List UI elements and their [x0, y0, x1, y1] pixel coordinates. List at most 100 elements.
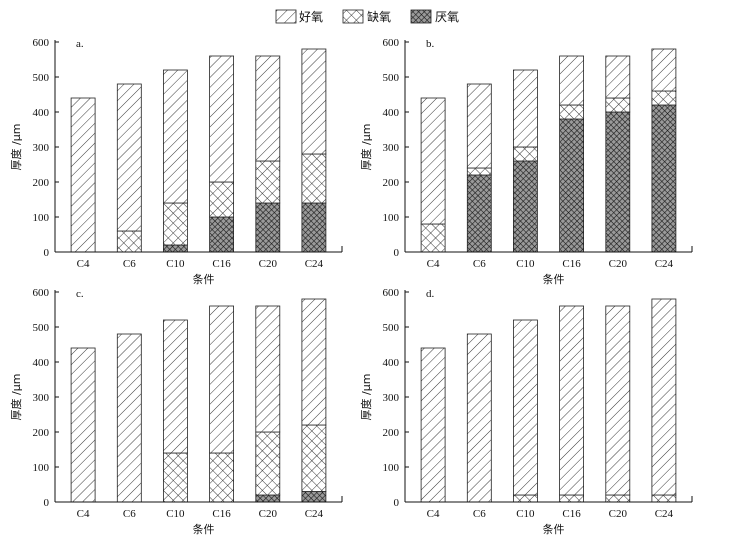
chart-panel-2: C4 C6 C10 C16 C20 C24 0 100 200 300 400 500 600 b. 条件 厚…	[359, 37, 693, 286]
y-tick-label: 400	[33, 357, 50, 369]
y-tick-label: 400	[33, 107, 50, 119]
bar-anaerobic-c24	[301, 202, 327, 253]
y-tick-label: 0	[394, 247, 400, 259]
x-tick-label: C16	[562, 508, 581, 520]
x-tick-label: C10	[166, 508, 185, 520]
y-tick-label: 200	[383, 177, 400, 189]
y-tick-label: 500	[33, 322, 50, 334]
bar-anoxic-c20	[605, 494, 631, 503]
y-tick-label: 200	[33, 177, 50, 189]
bar-anaerobic-c16	[209, 216, 235, 253]
bar-aerobic-c4	[420, 347, 446, 503]
bar-anoxic-c4	[420, 223, 446, 253]
x-tick-label: C4	[427, 508, 440, 520]
y-tick-label: 600	[383, 37, 400, 49]
x-tick-label: C24	[655, 508, 674, 520]
x-tick-label: C4	[77, 508, 90, 520]
x-tick-label: C16	[212, 508, 231, 520]
y-tick-label: 100	[383, 212, 400, 224]
y-axis-title: 厚度 /μm	[9, 124, 23, 171]
bar-aerobic-c6	[466, 333, 492, 503]
bar-anoxic-c10	[162, 202, 188, 246]
bar-aerobic-c16	[559, 305, 584, 496]
y-tick-label: 500	[33, 72, 50, 84]
bar-aerobic-c24	[651, 298, 677, 496]
legend-swatch-anoxic	[342, 9, 364, 24]
legend-label-aerobic: 好氧	[299, 10, 323, 24]
bar-anaerobic-c16	[559, 118, 584, 253]
bar-anoxic-c24	[301, 424, 327, 492]
x-tick-label: C10	[516, 508, 535, 520]
y-tick-label: 100	[33, 212, 50, 224]
bar-anoxic-c6	[466, 167, 492, 176]
legend: 好氧 缺氧 厌氧	[275, 9, 459, 24]
bar-aerobic-c6	[466, 83, 492, 169]
legend-swatch-anaerobic	[410, 9, 432, 24]
bar-aerobic-c16	[559, 55, 584, 106]
y-tick-label: 200	[33, 427, 50, 439]
bar-anaerobic-c10	[162, 244, 188, 253]
chart-panel-4: C4 C6 C10 C16 C20 C24 0 100 200 300 400 500 600 d. 条件 厚…	[359, 287, 693, 536]
y-tick-label: 400	[383, 107, 400, 119]
bar-anoxic-c10	[513, 146, 538, 162]
y-tick-label: 100	[33, 462, 50, 474]
y-tick-label: 0	[44, 247, 50, 259]
bar-anoxic-c16	[559, 104, 584, 120]
bar-aerobic-c24	[301, 48, 327, 155]
x-tick-label: C24	[305, 508, 324, 520]
bar-anaerobic-c20	[255, 494, 281, 503]
bar-aerobic-c10	[162, 319, 188, 454]
chart-panel-3: C4 C6 C10 C16 C20 C24 0 100 200 300 400 500 600 c. 条件 厚…	[9, 287, 343, 536]
y-tick-label: 300	[383, 392, 400, 404]
x-tick-label: C20	[609, 258, 628, 270]
bar-anoxic-c20	[255, 431, 281, 496]
y-tick-label: 300	[33, 392, 50, 404]
x-axis-title: 条件	[543, 522, 565, 536]
bar-aerobic-c16	[209, 305, 235, 454]
y-axis-title: 厚度 /μm	[359, 124, 373, 171]
bar-aerobic-c4	[420, 97, 446, 225]
x-tick-label: C20	[259, 508, 278, 520]
y-tick-label: 0	[44, 497, 50, 509]
bar-aerobic-c16	[209, 55, 235, 183]
bar-anaerobic-c24	[301, 491, 327, 503]
bar-aerobic-c6	[116, 333, 142, 503]
y-tick-label: 400	[383, 357, 400, 369]
bar-aerobic-c10	[513, 69, 538, 148]
y-tick-label: 500	[383, 322, 400, 334]
x-tick-label: C6	[473, 508, 486, 520]
y-tick-label: 500	[383, 72, 400, 84]
bar-aerobic-c10	[513, 319, 538, 496]
legend-swatch-aerobic	[275, 9, 297, 24]
legend-item-aerobic: 好氧	[275, 9, 323, 24]
bar-aerobic-c4	[70, 97, 96, 253]
y-tick-label: 600	[33, 37, 50, 49]
x-tick-label: C6	[473, 258, 486, 270]
bar-aerobic-c4	[70, 347, 96, 503]
bar-anoxic-c20	[255, 160, 281, 204]
x-tick-label: C4	[77, 258, 90, 270]
legend-item-anaerobic: 厌氧	[410, 9, 459, 24]
legend-item-anoxic: 缺氧	[342, 9, 391, 24]
x-tick-label: C4	[427, 258, 440, 270]
bar-anaerobic-c6	[466, 174, 492, 253]
legend-label-anaerobic: 厌氧	[435, 10, 459, 24]
panel-label: b.	[426, 38, 435, 50]
y-tick-label: 200	[383, 427, 400, 439]
x-tick-label: C16	[562, 258, 581, 270]
bar-anoxic-c24	[651, 90, 677, 106]
bar-aerobic-c20	[605, 55, 631, 99]
y-tick-label: 600	[383, 287, 400, 299]
x-axis-title: 条件	[193, 522, 215, 536]
bar-aerobic-c24	[301, 298, 327, 426]
bar-anaerobic-c20	[605, 111, 631, 253]
x-axis-title: 条件	[193, 272, 215, 286]
x-tick-label: C10	[166, 258, 185, 270]
bar-anaerobic-c24	[651, 104, 677, 253]
x-tick-label: C24	[655, 258, 674, 270]
bar-anoxic-c20	[605, 97, 631, 113]
y-tick-label: 300	[33, 142, 50, 154]
bar-anoxic-c10	[513, 494, 538, 503]
bar-aerobic-c20	[255, 305, 281, 433]
x-axis-title: 条件	[543, 272, 565, 286]
